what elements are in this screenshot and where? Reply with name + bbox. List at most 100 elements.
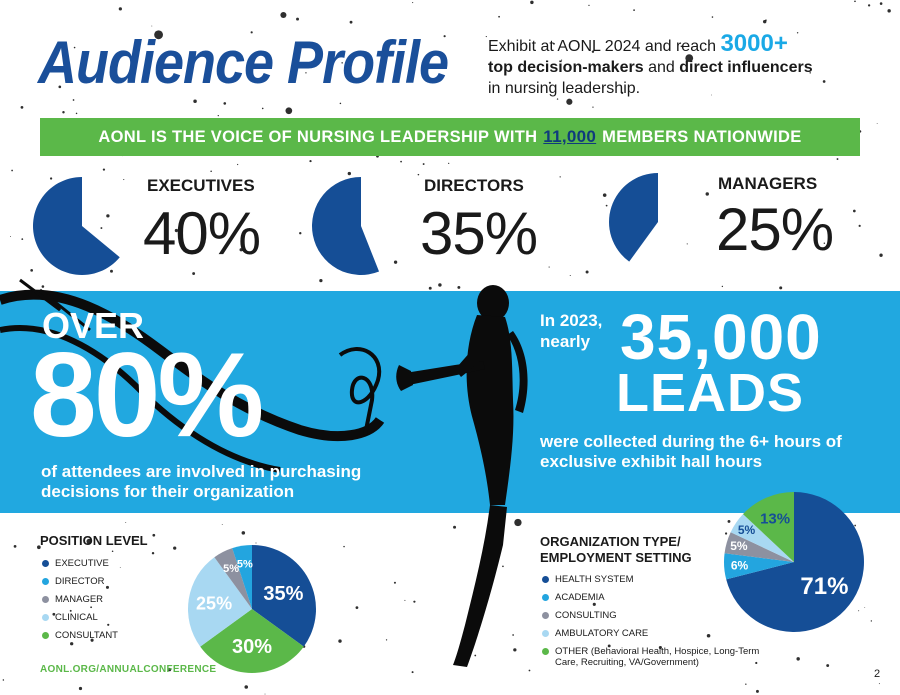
pie-slice-3 — [730, 514, 794, 562]
ink-dot — [765, 19, 767, 21]
legend-label: CLINICAL — [55, 612, 98, 623]
org-type-legend: HEALTH SYSTEM ACADEMIA CONSULTING AMBULATOR… — [542, 574, 762, 675]
legend-label: ACADEMIA — [555, 592, 605, 603]
leads-caption: were collected during the 6+ hours of ex… — [540, 432, 842, 471]
pie-slice-0 — [726, 492, 864, 632]
banner-text-before: AONL IS THE VOICE OF NURSING LEADERSHIP … — [98, 127, 538, 146]
org-type-title-line2: EMPLOYMENT SETTING — [540, 550, 692, 565]
ink-dot — [309, 159, 312, 163]
ink-dot — [854, 0, 856, 3]
ink-dot — [111, 550, 114, 553]
ink-dot — [261, 107, 264, 110]
intro-line3: in nursing leadership. — [488, 80, 641, 97]
ink-dot — [498, 15, 500, 18]
ink-dot — [412, 2, 414, 4]
pie-slice-2 — [188, 557, 252, 647]
stat-pie-executives — [32, 177, 120, 275]
org-legend-item: CONSULTING — [542, 610, 762, 621]
ink-dot — [285, 107, 293, 115]
membership-banner: AONL IS THE VOICE OF NURSING LEADERSHIP … — [40, 118, 860, 156]
ink-dot — [193, 99, 197, 103]
ink-dot — [221, 523, 223, 525]
ink-dot — [152, 533, 156, 537]
purchasing-percent: 80% — [30, 328, 264, 462]
position-legend-item: CLINICAL — [42, 612, 118, 623]
ink-dot — [2, 679, 5, 681]
ink-dot — [836, 158, 839, 160]
intro-line1: Exhibit at AONL 2024 and reach — [488, 38, 716, 55]
ink-dot — [711, 16, 714, 18]
org-type-title: ORGANIZATION TYPE/ EMPLOYMENT SETTING — [540, 534, 692, 566]
legend-dot — [542, 612, 549, 619]
pie-label-1: 30% — [232, 636, 272, 658]
pie-slice-0 — [252, 545, 316, 647]
position-level-title: POSITION LEVEL — [40, 533, 148, 548]
legend-dot — [42, 560, 49, 567]
intro-bold1: top decision-makers — [488, 59, 644, 76]
banner-number: 11,000 — [543, 127, 597, 146]
ink-dot — [878, 683, 880, 685]
position-legend-item: DIRECTOR — [42, 576, 118, 587]
org-legend-item: OTHER (Behavioral Health, Hospice, Long-… — [542, 646, 762, 668]
position-legend-item: EXECUTIVE — [42, 558, 118, 569]
leads-prefix: In 2023, nearly — [540, 311, 603, 351]
ink-dot — [20, 105, 24, 109]
pie-slice-2 — [724, 532, 794, 562]
pie-slice-1 — [200, 609, 304, 673]
pie-slice-4 — [742, 492, 794, 562]
ink-dot — [223, 102, 227, 105]
pie-slice-4 — [232, 545, 252, 609]
pie-label-3: 5% — [223, 563, 239, 575]
org-legend-item: HEALTH SYSTEM — [542, 574, 762, 585]
pie-slice-3 — [214, 548, 252, 609]
pie-label-2: 25% — [196, 593, 232, 613]
music-clef-icon — [338, 347, 382, 436]
ink-dot — [296, 17, 299, 21]
position-level-legend: EXECUTIVE DIRECTOR MANAGER CLINICAL CONSULTA… — [42, 558, 118, 648]
ink-dot — [118, 7, 122, 11]
ink-dot — [887, 9, 891, 13]
legend-label: AMBULATORY CARE — [555, 628, 649, 639]
pie-label-4: 5% — [237, 558, 253, 570]
legend-dot — [542, 576, 549, 583]
page-number: 2 — [874, 668, 881, 680]
org-legend-item: ACADEMIA — [542, 592, 762, 603]
legend-dot — [42, 614, 49, 621]
band-decoration — [0, 278, 385, 473]
ink-dot — [876, 123, 878, 124]
ink-dot — [343, 545, 345, 548]
ink-dot — [762, 19, 767, 24]
legend-dot — [542, 630, 549, 637]
ink-dot — [485, 35, 487, 38]
ink-dot — [588, 4, 590, 7]
position-legend-item: CONSULTANT — [42, 630, 118, 641]
ink-dot — [755, 689, 759, 693]
stat-label-directors: DIRECTORS — [424, 176, 524, 195]
swirl-left-1 — [0, 289, 385, 441]
ink-dot — [75, 112, 78, 115]
stat-label-executives: EXECUTIVES — [147, 176, 255, 195]
trumpet-player-silhouette — [396, 285, 528, 667]
ink-dot — [867, 4, 871, 7]
legend-label: MANAGER — [55, 594, 104, 605]
swirl-left-3 — [19, 278, 91, 332]
position-level-pie-chart: 35% 30% 25% 5%5% — [188, 545, 316, 673]
swirl-left-2 — [0, 325, 281, 473]
ink-dot — [530, 0, 534, 5]
pie-label-1: 6% — [731, 559, 749, 573]
ink-dot — [448, 162, 450, 165]
ink-dot — [237, 163, 239, 166]
intro-text: Exhibit at AONL 2024 and reach 3000+ top… — [488, 32, 883, 99]
leads-number: 35,000 — [620, 301, 822, 373]
ink-dot — [745, 683, 747, 685]
ink-dot — [422, 163, 425, 166]
ink-dot — [151, 551, 155, 555]
legend-label: CONSULTING — [555, 610, 617, 621]
pie-label-3: 5% — [738, 523, 756, 537]
ink-dot — [217, 114, 219, 117]
intro-and: and — [648, 59, 675, 76]
footer-url[interactable]: AONL.ORG/ANNUALCONFERENCE — [40, 664, 217, 675]
pie-label-0: 35% — [263, 583, 303, 605]
legend-label: HEALTH SYSTEM — [555, 574, 634, 585]
ink-dot — [338, 639, 342, 643]
